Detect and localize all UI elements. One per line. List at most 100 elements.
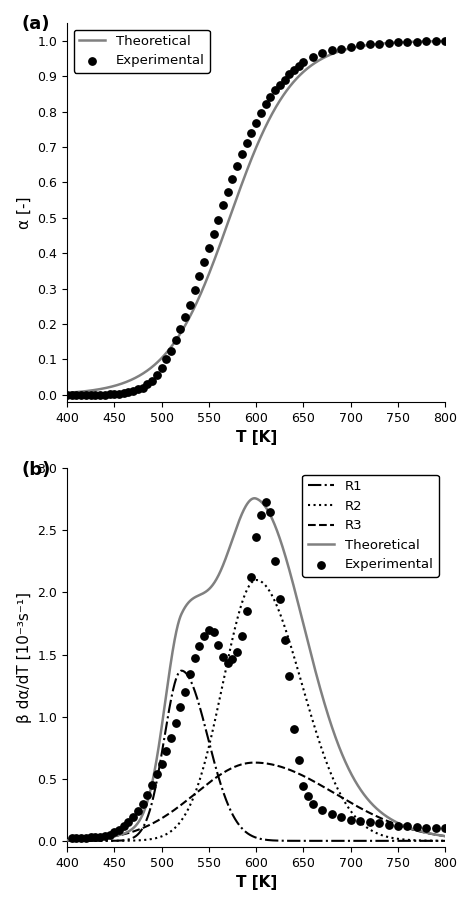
Experimental <box>177 699 184 714</box>
Experimental <box>196 639 203 653</box>
Experimental <box>262 97 269 112</box>
Experimental <box>63 387 71 402</box>
Theoretical <box>103 383 109 394</box>
Experimental <box>186 668 194 682</box>
Theoretical <box>248 494 254 505</box>
R3 <box>432 829 438 840</box>
Experimental <box>134 804 142 818</box>
Experimental <box>196 269 203 284</box>
Theoretical <box>238 511 244 522</box>
Experimental <box>115 823 123 837</box>
R3 <box>238 759 244 770</box>
Experimental <box>413 820 421 834</box>
Experimental <box>266 90 274 104</box>
R3 <box>252 757 257 768</box>
R1 <box>362 835 368 846</box>
R2 <box>83 835 89 846</box>
Theoretical <box>443 831 448 842</box>
Theoretical <box>217 239 223 250</box>
R1 <box>64 835 70 846</box>
Experimental <box>366 815 374 830</box>
Experimental <box>432 34 440 48</box>
R1 <box>83 835 89 846</box>
Experimental <box>153 766 161 781</box>
Experimental <box>205 622 213 637</box>
Experimental <box>300 54 307 69</box>
Theoretical <box>359 41 365 52</box>
Experimental <box>87 830 94 844</box>
Experimental <box>394 819 402 834</box>
X-axis label: T [K]: T [K] <box>236 430 277 445</box>
Experimental <box>224 656 232 670</box>
Experimental <box>219 198 227 212</box>
Line: R2: R2 <box>67 580 446 841</box>
R2 <box>431 835 437 846</box>
Experimental <box>91 387 99 402</box>
Experimental <box>101 387 109 402</box>
Experimental <box>281 73 288 87</box>
Legend: R1, R2, R3, Theoretical, Experimental: R1, R2, R3, Theoretical, Experimental <box>302 474 439 577</box>
Experimental <box>295 58 302 73</box>
R1 <box>432 835 438 846</box>
R2 <box>432 835 438 846</box>
Experimental <box>252 530 260 544</box>
Experimental <box>266 504 274 519</box>
Experimental <box>285 67 293 82</box>
Experimental <box>309 49 317 63</box>
Experimental <box>243 136 250 151</box>
R2 <box>248 578 254 589</box>
Experimental <box>201 255 208 269</box>
R3 <box>83 834 89 845</box>
Theoretical <box>64 835 70 846</box>
R1 <box>238 822 244 833</box>
Experimental <box>281 632 288 647</box>
Experimental <box>304 789 312 804</box>
Experimental <box>96 387 104 402</box>
Experimental <box>91 830 99 844</box>
Theoretical <box>366 40 372 51</box>
R3 <box>248 757 254 768</box>
Experimental <box>238 629 246 643</box>
Experimental <box>201 629 208 643</box>
Experimental <box>172 716 180 730</box>
Experimental <box>276 591 283 606</box>
Experimental <box>276 78 283 93</box>
Experimental <box>87 387 94 402</box>
X-axis label: T [K]: T [K] <box>236 875 277 891</box>
Experimental <box>158 756 165 771</box>
Experimental <box>356 814 364 828</box>
Experimental <box>432 821 440 835</box>
R1 <box>248 830 254 841</box>
Experimental <box>295 753 302 767</box>
Experimental <box>96 830 104 844</box>
Experimental <box>347 813 355 827</box>
Theoretical <box>324 51 329 62</box>
Experimental <box>442 821 449 835</box>
Experimental <box>319 46 326 61</box>
Experimental <box>385 35 392 50</box>
Experimental <box>228 652 236 667</box>
Experimental <box>182 309 189 324</box>
Experimental <box>328 43 336 57</box>
Experimental <box>252 115 260 130</box>
Experimental <box>210 227 218 241</box>
Experimental <box>205 240 213 255</box>
Experimental <box>290 722 298 736</box>
Text: (a): (a) <box>21 15 50 34</box>
Experimental <box>101 829 109 844</box>
Experimental <box>125 385 132 400</box>
R3 <box>431 829 437 840</box>
Line: R1: R1 <box>67 670 446 841</box>
Experimental <box>328 806 336 821</box>
Experimental <box>423 821 430 835</box>
R1 <box>179 665 184 676</box>
Line: Theoretical: Theoretical <box>67 498 446 841</box>
R1 <box>443 835 448 846</box>
Experimental <box>73 831 80 845</box>
R3 <box>362 805 368 816</box>
Experimental <box>148 777 156 792</box>
Legend: Theoretical, Experimental: Theoretical, Experimental <box>73 30 210 73</box>
Experimental <box>404 819 411 834</box>
Experimental <box>271 83 279 98</box>
R2 <box>443 835 448 846</box>
